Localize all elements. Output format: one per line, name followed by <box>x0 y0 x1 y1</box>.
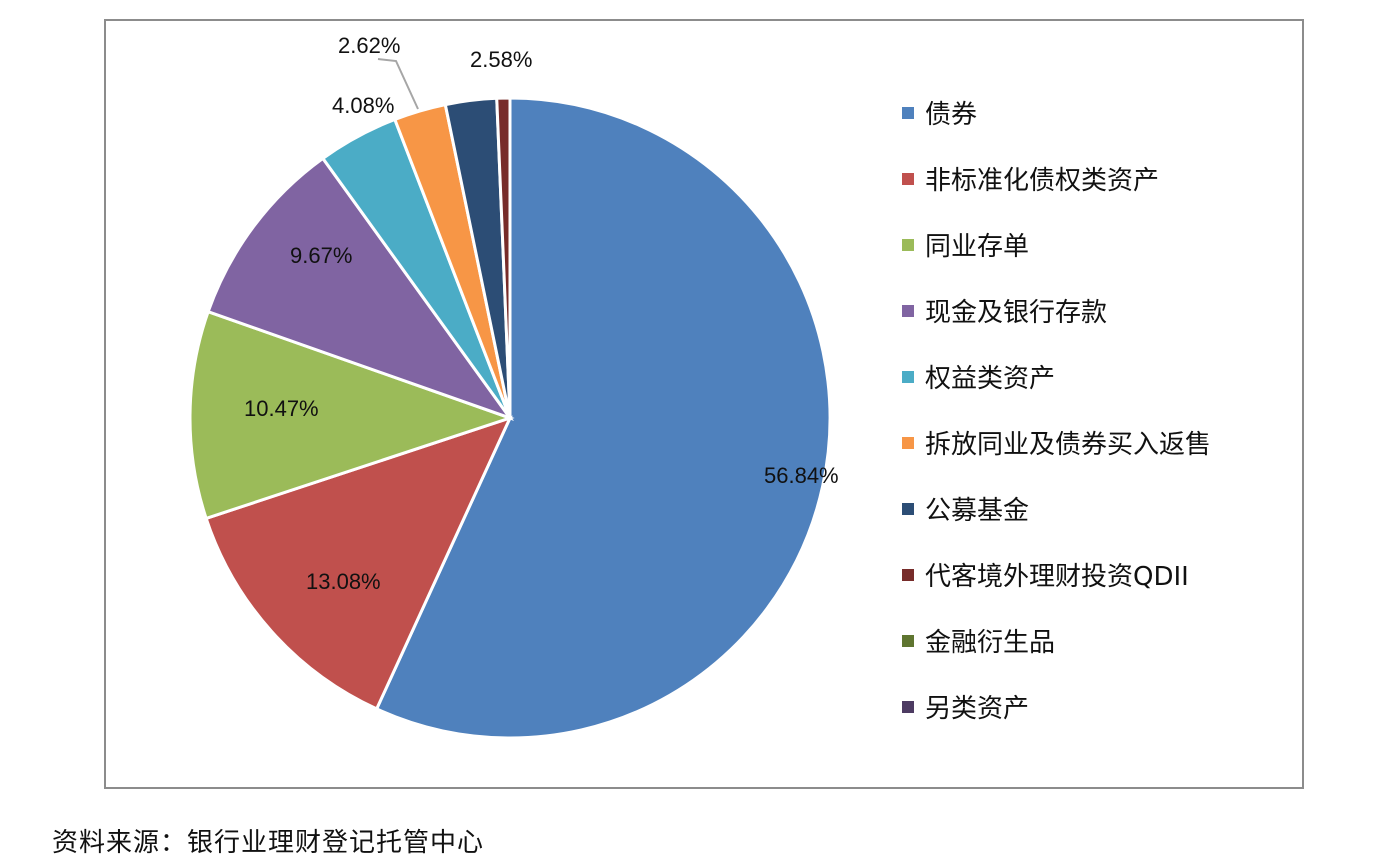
legend-label: 债券 <box>925 100 977 130</box>
legend-swatch <box>902 635 914 647</box>
legend-label: 另类资产 <box>925 694 1029 724</box>
data-label: 2.58% <box>470 47 532 72</box>
legend-swatch <box>902 173 914 185</box>
legend-swatch <box>902 107 914 119</box>
legend-label: 公募基金 <box>925 496 1029 526</box>
legend-swatch <box>902 437 914 449</box>
data-label: 56.84% <box>764 463 839 488</box>
legend-swatch <box>902 701 914 713</box>
pie-slice <box>188 309 515 521</box>
legend: 债券非标准化债权类资产同业存单现金及银行存款权益类资产拆放同业及债券买入返售公募… <box>902 100 1211 724</box>
legend-swatch <box>902 305 914 317</box>
legend-swatch <box>902 239 914 251</box>
data-label: 4.08% <box>332 93 394 118</box>
pie-slice <box>495 96 512 419</box>
legend-label: 拆放同业及债券买入返售 <box>925 430 1211 460</box>
label-leader-line <box>377 58 419 110</box>
pie-slice <box>204 415 513 711</box>
legend-label: 金融衍生品 <box>925 628 1055 658</box>
pie-slice <box>206 156 515 422</box>
data-label: 2.62% <box>338 33 400 58</box>
legend-swatch <box>902 569 914 581</box>
data-label: 9.67% <box>290 243 352 268</box>
legend-label: 非标准化债权类资产 <box>925 166 1159 196</box>
data-label: 10.47% <box>244 396 319 421</box>
pie-chart: 56.84% 13.08% 10.47% 9.67% 4.08% 2.62% 2.58% 债… <box>188 33 1211 740</box>
source-note: 资料来源：银行业理财登记托管中心 <box>52 828 485 858</box>
legend-label: 现金及银行存款 <box>925 298 1107 328</box>
legend-swatch <box>902 371 914 383</box>
legend-label: 代客境外理财投资QDII <box>925 562 1189 592</box>
chart-frame: 56.84% 13.08% 10.47% 9.67% 4.08% 2.62% 2.58% 债… <box>104 19 1304 789</box>
legend-label: 同业存单 <box>925 232 1029 262</box>
data-label: 13.08% <box>306 569 381 594</box>
legend-swatch <box>902 503 914 515</box>
slice-labels: 56.84% 13.08% 10.47% 9.67% 4.08% 2.62% 2.58% <box>244 33 839 594</box>
legend-label: 权益类资产 <box>925 364 1055 394</box>
pie-slice <box>374 96 832 740</box>
pie-slices <box>188 96 832 740</box>
